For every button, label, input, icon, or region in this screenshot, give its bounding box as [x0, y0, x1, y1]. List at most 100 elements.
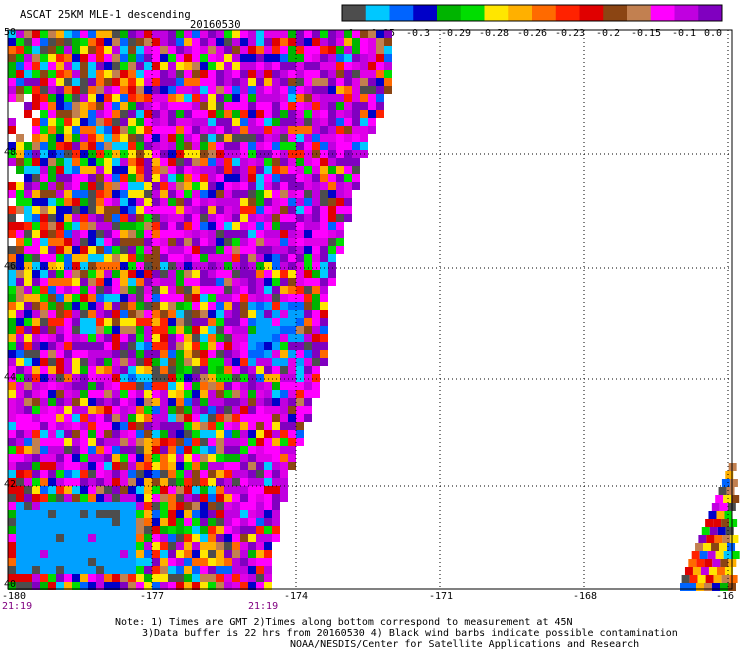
swath-cell — [280, 70, 288, 78]
swath-cell — [144, 350, 152, 358]
swath-cell — [208, 190, 216, 198]
swath-cell — [248, 446, 256, 454]
swath-cell — [192, 110, 200, 118]
swath-cell — [256, 182, 264, 190]
swath-cell — [176, 574, 184, 582]
swath-cell — [320, 54, 328, 62]
swath-cell — [24, 54, 32, 62]
swath-cell — [200, 494, 208, 502]
swath-cell — [104, 430, 112, 438]
swath-cell — [56, 182, 64, 190]
swath-cell — [296, 230, 304, 238]
swath-cell — [208, 454, 216, 462]
swath-cell — [120, 230, 128, 238]
swath-cell — [104, 38, 112, 46]
swath-cell — [288, 374, 296, 382]
swath-cell — [232, 318, 240, 326]
swath-cell — [176, 30, 184, 38]
swath-cell — [16, 278, 24, 286]
swath-cell — [360, 78, 368, 86]
swath-cell — [88, 126, 96, 134]
swath-cell — [32, 326, 40, 334]
swath-cell — [264, 358, 272, 366]
swath-cell — [8, 326, 16, 334]
swath-cell — [224, 38, 232, 46]
swath-cell — [16, 190, 24, 198]
swath-cell — [192, 366, 200, 374]
swath-cell — [64, 38, 72, 46]
swath-cell — [40, 510, 48, 518]
swath-cell — [120, 374, 128, 382]
swath-cell — [128, 262, 136, 270]
swath-cell — [24, 102, 32, 110]
swath-cell — [272, 334, 280, 342]
swath-cell — [200, 262, 208, 270]
swath-cell — [80, 222, 88, 230]
swath-cell — [184, 86, 192, 94]
swath-cell — [320, 278, 328, 286]
swath-cell — [232, 190, 240, 198]
swath-cell — [304, 342, 312, 350]
swath-cell — [104, 118, 112, 126]
swath-cell — [136, 222, 144, 230]
swath-cell — [184, 46, 192, 54]
swath-cell — [224, 198, 232, 206]
swath-cell — [208, 494, 216, 502]
swath-cell — [176, 454, 184, 462]
swath-cell — [216, 238, 224, 246]
swath-cell — [72, 206, 80, 214]
swath-cell — [184, 430, 192, 438]
swath-cell — [56, 494, 64, 502]
swath-cell — [96, 182, 104, 190]
swath-cell — [88, 518, 96, 526]
swath-cell — [715, 551, 724, 559]
swath-cell — [72, 262, 80, 270]
swath-cell — [40, 62, 48, 70]
swath-cell — [32, 358, 40, 366]
swath-cell — [708, 511, 717, 519]
swath-cell — [168, 518, 176, 526]
swath-cell — [168, 486, 176, 494]
swath-cell — [104, 478, 112, 486]
swath-cell — [248, 166, 256, 174]
swath-cell — [200, 574, 208, 582]
swath-cell — [88, 174, 96, 182]
swath-cell — [288, 446, 296, 454]
swath-cell — [384, 54, 392, 62]
swath-cell — [248, 278, 256, 286]
swath-cell — [56, 566, 64, 574]
swath-cell — [48, 286, 56, 294]
swath-cell — [128, 238, 136, 246]
swath-cell — [312, 54, 320, 62]
swath-cell — [120, 350, 128, 358]
swath-cell — [240, 542, 248, 550]
swath-cell — [112, 502, 120, 510]
swath-cell — [168, 134, 176, 142]
swath-cell — [40, 350, 48, 358]
swath-cell — [24, 278, 32, 286]
swath-cell — [32, 254, 40, 262]
swath-cell — [312, 262, 320, 270]
swath-cell — [120, 574, 128, 582]
swath-cell — [24, 206, 32, 214]
swath-cell — [168, 190, 176, 198]
swath-cell — [96, 526, 104, 534]
swath-cell — [240, 454, 248, 462]
swath-cell — [184, 422, 192, 430]
swath-cell — [88, 198, 96, 206]
swath-cell — [296, 438, 304, 446]
swath-cell — [120, 286, 128, 294]
swath-cell — [160, 502, 168, 510]
swath-cell — [352, 70, 360, 78]
swath-cell — [200, 422, 208, 430]
swath-cell — [200, 38, 208, 46]
swath-cell — [240, 310, 248, 318]
swath-cell — [256, 462, 264, 470]
swath-cell — [208, 422, 216, 430]
swath-cell — [184, 134, 192, 142]
swath-cell — [320, 230, 328, 238]
swath-cell — [184, 78, 192, 86]
swath-cell — [256, 318, 264, 326]
swath-cell — [168, 502, 176, 510]
swath-cell — [168, 566, 176, 574]
